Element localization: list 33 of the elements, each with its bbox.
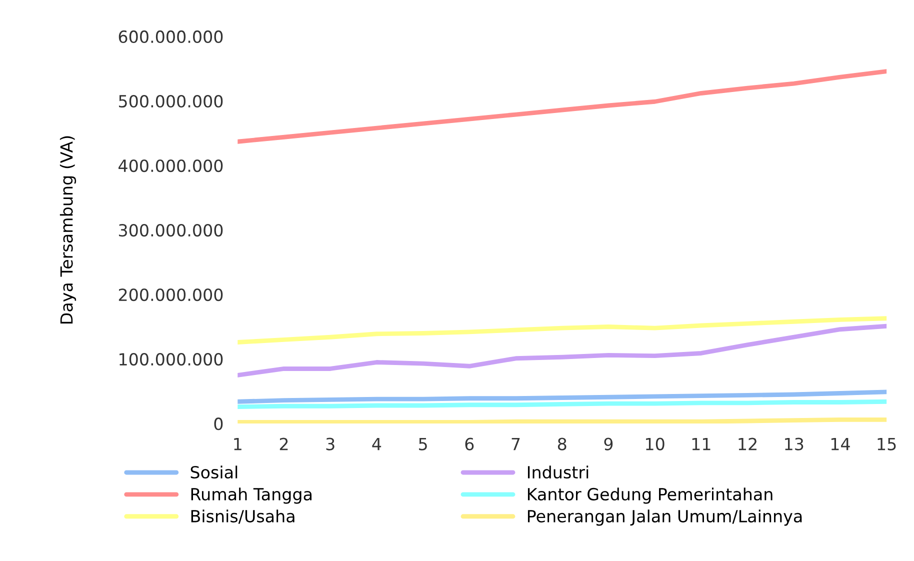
x-tick-label: 4: [372, 438, 382, 450]
y-tick-label: 300.000.000: [118, 224, 223, 237]
legend-label: Bisnis/Usaha: [191, 510, 294, 524]
legend-label: Sosial: [190, 466, 238, 479]
y-tick-label: 600.000.000: [118, 30, 223, 44]
y-tick-label: 200.000.000: [118, 288, 223, 302]
x-tick-label: 11: [692, 438, 710, 450]
x-tick-label: 6: [465, 438, 474, 450]
y-tick-label: 500.000.000: [119, 94, 223, 108]
legend-label: Rumah Tangga: [191, 488, 312, 504]
line-series: [238, 324, 887, 378]
x-tick-label: 5: [419, 438, 427, 450]
y-tick-label: 100.000.000: [120, 353, 223, 366]
x-tick-label: 1: [234, 438, 242, 450]
legend-label: Penerangan Jalan Umum/Lainnya: [528, 510, 802, 526]
x-tick-label: 12: [738, 438, 756, 450]
x-tick-label: 3: [326, 438, 334, 450]
line-series: [238, 69, 887, 144]
line-series: [238, 316, 887, 344]
line-series: [238, 390, 887, 404]
x-tick-label: 14: [831, 438, 850, 450]
legend-label: Kantor Gedung Pemerintahan: [528, 488, 772, 504]
x-tick-label: 9: [604, 438, 613, 450]
x-tick-label: 15: [878, 438, 896, 450]
x-tick-label: 10: [646, 438, 664, 450]
x-tick-label: 7: [512, 438, 520, 450]
y-axis-title: Daya Tersambung (VA): [60, 136, 76, 324]
x-tick-label: 2: [280, 438, 288, 450]
y-tick-label: 400.000.000: [118, 159, 223, 172]
x-tick-label: 8: [558, 438, 566, 450]
legend-label: Industri: [528, 466, 588, 479]
y-tick-label: 0: [214, 418, 223, 430]
x-tick-label: 13: [785, 438, 804, 450]
